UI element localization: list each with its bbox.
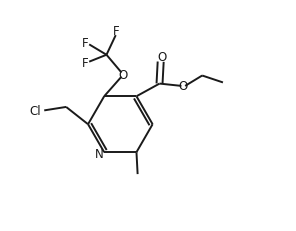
Text: O: O: [119, 69, 128, 82]
Text: N: N: [95, 147, 104, 160]
Text: F: F: [82, 37, 88, 50]
Text: F: F: [82, 57, 88, 70]
Text: O: O: [179, 79, 188, 92]
Text: O: O: [157, 51, 166, 64]
Text: F: F: [112, 24, 119, 37]
Text: Cl: Cl: [30, 104, 41, 117]
